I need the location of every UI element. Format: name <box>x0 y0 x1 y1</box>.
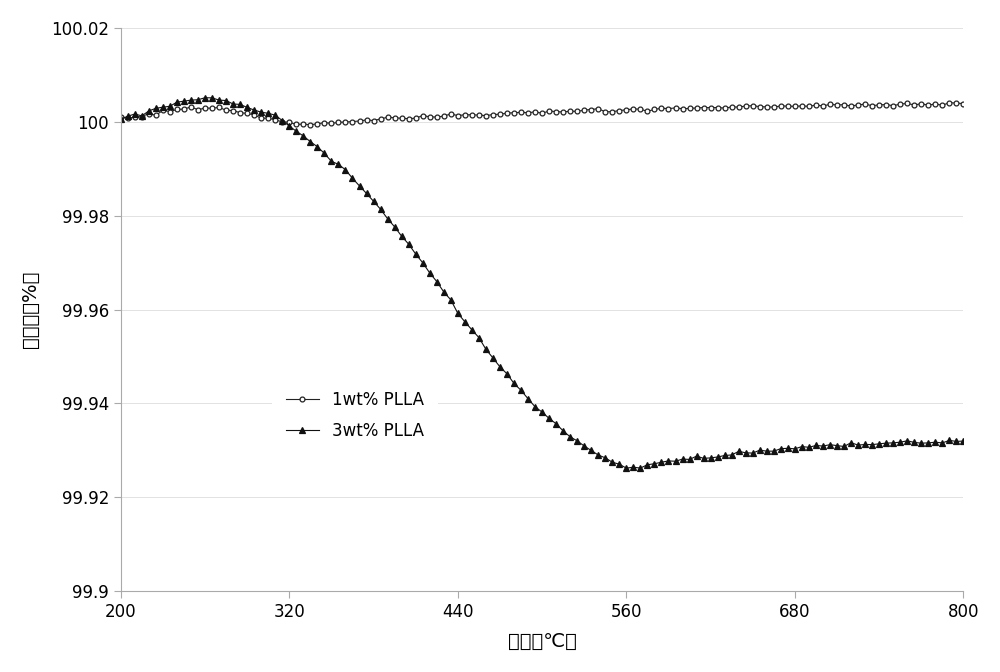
3wt% PLLA <box>655 458 667 466</box>
1wt% PLLA <box>480 112 492 120</box>
Line: 3wt% PLLA: 3wt% PLLA <box>118 95 966 471</box>
1wt% PLLA <box>115 113 127 121</box>
1wt% PLLA <box>304 121 316 129</box>
3wt% PLLA <box>318 149 330 157</box>
3wt% PLLA <box>620 464 632 472</box>
1wt% PLLA <box>648 106 660 114</box>
X-axis label: 温度（℃）: 温度（℃） <box>508 632 577 651</box>
1wt% PLLA <box>691 104 703 112</box>
Y-axis label: 重量比（%）: 重量比（%） <box>21 271 40 348</box>
1wt% PLLA <box>908 101 920 109</box>
3wt% PLLA <box>915 439 927 447</box>
3wt% PLLA <box>115 116 127 124</box>
Line: 1wt% PLLA: 1wt% PLLA <box>118 100 966 127</box>
1wt% PLLA <box>199 104 211 112</box>
Legend: 1wt% PLLA, 3wt% PLLA: 1wt% PLLA, 3wt% PLLA <box>272 378 438 454</box>
1wt% PLLA <box>957 99 969 108</box>
1wt% PLLA <box>943 99 955 107</box>
3wt% PLLA <box>480 345 492 353</box>
1wt% PLLA <box>318 119 330 127</box>
3wt% PLLA <box>199 93 211 101</box>
3wt% PLLA <box>206 94 218 102</box>
3wt% PLLA <box>698 454 710 462</box>
3wt% PLLA <box>957 437 969 445</box>
